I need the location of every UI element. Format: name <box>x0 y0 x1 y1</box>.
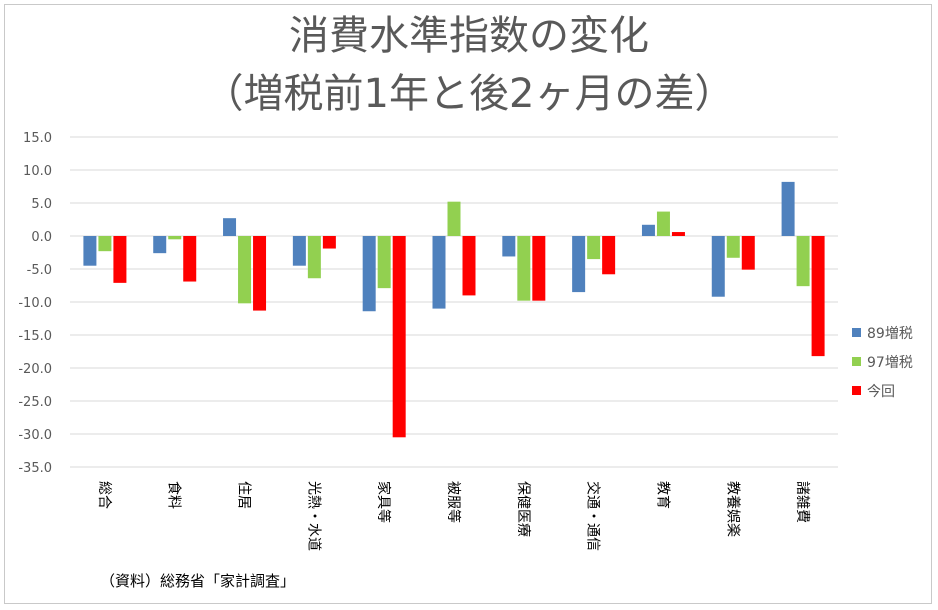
legend-swatch <box>852 386 861 395</box>
bar-89増税-被服等 <box>432 236 446 309</box>
bar-89増税-交通・通信 <box>572 236 586 293</box>
source-note: （資料）総務省「家計調査」 <box>100 572 296 590</box>
chart-frame <box>4 4 932 604</box>
y-tick-label: 10.0 <box>23 164 52 179</box>
category-label: 教養娯楽 <box>724 481 741 537</box>
bar-97増税-食料 <box>168 236 182 240</box>
y-tick-label: 5.0 <box>31 197 52 212</box>
legend-label: 89増税 <box>867 326 913 342</box>
bar-今回-被服等 <box>462 236 476 296</box>
bar-97増税-諸雑費 <box>796 236 810 287</box>
y-tick-label: 0.0 <box>31 230 52 245</box>
legend-swatch <box>852 328 861 337</box>
legend-swatch <box>852 357 861 366</box>
chart-title-line1: 消費水準指数の変化 <box>289 13 649 59</box>
bar-97増税-家具等 <box>377 236 391 289</box>
bar-89増税-住居 <box>223 218 237 236</box>
bar-今回-住居 <box>253 236 267 311</box>
bar-89増税-光熱・水道 <box>292 236 306 266</box>
bar-97増税-光熱・水道 <box>307 236 321 279</box>
category-label: 交通・通信 <box>585 481 602 551</box>
bar-89増税-食料 <box>153 236 167 254</box>
bar-89増税-総合 <box>83 236 97 266</box>
y-tick-label: 15.0 <box>23 131 52 146</box>
bar-今回-総合 <box>113 236 127 283</box>
bar-今回-諸雑費 <box>811 236 825 357</box>
y-tick-label: -30.0 <box>18 428 52 443</box>
bar-今回-光熱・水道 <box>322 236 336 249</box>
bar-97増税-住居 <box>238 236 252 304</box>
legend-label: 97増税 <box>867 355 913 371</box>
y-tick-label: -35.0 <box>18 461 52 476</box>
bar-97増税-教育 <box>656 211 670 236</box>
bar-97増税-総合 <box>98 236 112 252</box>
bar-89増税-家具等 <box>362 236 376 312</box>
category-label: 食料 <box>166 481 183 509</box>
category-label: 総合 <box>96 481 112 509</box>
bar-97増税-教養娯楽 <box>726 236 740 258</box>
y-tick-label: -20.0 <box>18 362 52 377</box>
bar-97増税-保健医療 <box>517 236 531 301</box>
chart-title-line2: （増税前1年と後2ヶ月の差） <box>203 71 735 117</box>
bar-89増税-保健医療 <box>502 236 516 257</box>
bar-97増税-交通・通信 <box>587 236 601 260</box>
bar-89増税-教育 <box>641 224 655 236</box>
category-label: 家具等 <box>375 481 392 523</box>
bar-今回-教育 <box>671 232 685 236</box>
bar-89増税-諸雑費 <box>781 181 795 236</box>
category-label: 光熱・水道 <box>305 481 321 551</box>
y-tick-label: -10.0 <box>18 296 52 311</box>
bar-今回-保健医療 <box>532 236 546 301</box>
category-label: 保健医療 <box>515 481 532 537</box>
category-label: 教育 <box>654 481 670 509</box>
bar-今回-家具等 <box>392 236 406 438</box>
category-label: 住居 <box>236 481 252 509</box>
bar-今回-交通・通信 <box>602 236 616 275</box>
bar-今回-教養娯楽 <box>741 236 755 270</box>
bar-97増税-被服等 <box>447 201 461 236</box>
y-tick-label: -15.0 <box>18 329 52 344</box>
category-label: 諸雑費 <box>794 481 810 523</box>
y-tick-label: -5.0 <box>27 263 52 278</box>
legend-label: 今回 <box>867 384 895 400</box>
bar-89増税-教養娯楽 <box>711 236 725 297</box>
y-tick-label: -25.0 <box>18 395 52 410</box>
bar-今回-食料 <box>183 236 197 282</box>
category-label: 被服等 <box>445 481 462 523</box>
